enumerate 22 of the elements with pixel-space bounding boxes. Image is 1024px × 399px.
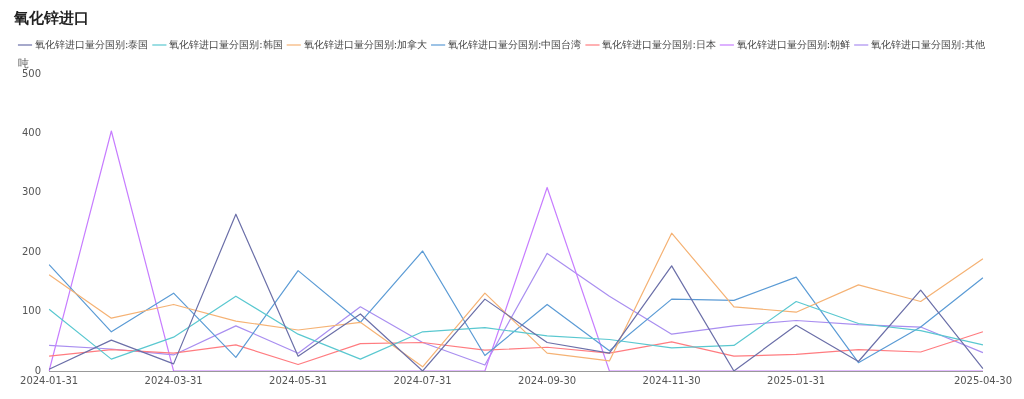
x-tick-label: 2025-01-31 (767, 374, 826, 386)
chart-title: 氧化锌进口 (13, 8, 89, 27)
y-tick-label: 200 (21, 245, 42, 257)
x-tick-label: 2024-03-31 (144, 374, 203, 386)
x-tick-label: 2024-11-30 (642, 374, 701, 386)
x-tick-label: 2024-01-31 (20, 374, 79, 386)
y-tick-label: 100 (21, 305, 42, 317)
x-tick-label: 2024-05-31 (269, 374, 328, 386)
x-tick-label: 2024-09-30 (518, 374, 577, 386)
y-tick-label: 0 (34, 364, 42, 376)
x-tick-label: 2025-04-30 (953, 374, 1012, 386)
x-tick-label: 2024-07-31 (393, 374, 452, 386)
legend-label: 氧化锌进口量分国别:日本 (602, 38, 716, 50)
y-tick-label: 400 (21, 126, 42, 138)
y-tick-label: 500 (21, 67, 42, 79)
legend-label: 氧化锌进口量分国别:韩国 (169, 38, 283, 50)
legend-label: 氧化锌进口量分国别:加拿大 (303, 38, 428, 50)
legend-label: 氧化锌进口量分国别:朝鲜 (736, 38, 851, 50)
y-tick-label: 300 (21, 186, 42, 198)
legend-label: 氧化锌进口量分国别:中国台湾 (448, 38, 582, 50)
legend-label: 氧化锌进口量分国别:其他 (871, 38, 985, 50)
legend-label: 氧化锌进口量分国别:泰国 (35, 38, 149, 50)
